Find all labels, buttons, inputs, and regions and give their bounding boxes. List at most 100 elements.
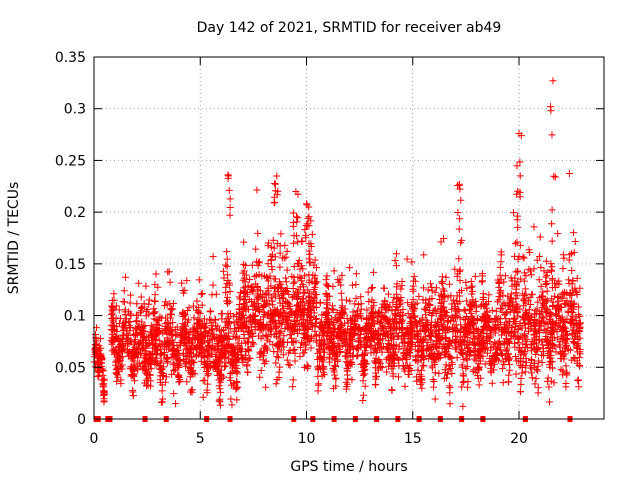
data-point [329, 349, 337, 357]
data-point [454, 328, 462, 336]
data-point [501, 272, 509, 280]
data-point [474, 347, 482, 355]
data-point [374, 326, 382, 334]
data-point [512, 268, 520, 276]
data-point [530, 265, 538, 273]
data-point [275, 368, 283, 376]
data-point [483, 314, 491, 322]
data-point [133, 300, 141, 308]
data-point [129, 347, 137, 355]
data-point [292, 337, 300, 345]
data-point [412, 319, 420, 327]
data-point [434, 332, 442, 340]
data-point [172, 365, 180, 373]
data-point [139, 329, 147, 337]
data-point [452, 332, 460, 340]
data-point [289, 383, 297, 391]
data-point [210, 345, 218, 353]
data-point [388, 386, 396, 394]
data-point [266, 272, 274, 280]
data-point [550, 333, 558, 341]
data-point [514, 267, 522, 275]
data-point [540, 299, 548, 307]
data-point [150, 309, 158, 317]
data-point [384, 330, 392, 338]
data-point [189, 324, 197, 332]
data-point [547, 358, 555, 366]
data-point [363, 306, 371, 314]
data-point [304, 362, 312, 370]
data-point [425, 327, 433, 335]
data-point [440, 351, 448, 359]
data-point [341, 305, 349, 313]
data-point [487, 364, 495, 372]
data-point [257, 334, 265, 342]
data-point [464, 344, 472, 352]
data-point [549, 320, 557, 328]
data-point [475, 381, 483, 389]
data-point [165, 340, 173, 348]
data-point [254, 229, 262, 237]
data-point [505, 350, 513, 358]
data-point [420, 361, 428, 369]
data-point [328, 341, 336, 349]
data-point [186, 353, 194, 361]
data-point [382, 355, 390, 363]
data-point [292, 311, 300, 319]
data-point [565, 170, 573, 178]
data-point [559, 352, 567, 360]
data-point [323, 299, 331, 307]
data-point [229, 352, 237, 360]
data-point [291, 310, 299, 318]
data-point [114, 346, 122, 354]
data-point [380, 284, 388, 292]
data-point [100, 398, 108, 406]
data-point [280, 338, 288, 346]
data-point [267, 243, 275, 251]
data-point [332, 382, 340, 390]
data-point [329, 306, 337, 314]
data-point [330, 319, 338, 327]
data-point [224, 322, 232, 330]
data-point [521, 343, 529, 351]
data-point [294, 301, 302, 309]
data-point [527, 301, 535, 309]
data-point [333, 348, 341, 356]
data-point [347, 322, 355, 330]
data-point [282, 274, 290, 282]
data-point [313, 338, 321, 346]
data-point [417, 342, 425, 350]
data-point [511, 274, 519, 282]
data-point [131, 377, 139, 385]
data-point [549, 298, 557, 306]
data-point [263, 273, 271, 281]
data-point [388, 323, 396, 331]
data-point [428, 294, 436, 302]
data-point [547, 377, 555, 385]
data-point [524, 297, 532, 305]
data-point [223, 262, 231, 270]
data-point [283, 266, 291, 274]
data-point [202, 327, 210, 335]
data-point [376, 336, 384, 344]
data-point [152, 270, 160, 278]
data-point [129, 392, 137, 400]
data-point [379, 312, 387, 320]
data-point [325, 324, 333, 332]
data-point [299, 322, 307, 330]
data-point [159, 395, 167, 403]
data-points [90, 77, 584, 410]
data-point [361, 382, 369, 390]
data-point [246, 318, 254, 326]
data-point [227, 370, 235, 378]
data-point [458, 361, 466, 369]
data-point [499, 365, 507, 373]
data-point [477, 330, 485, 338]
data-point [127, 324, 135, 332]
data-point [491, 340, 499, 348]
data-point [166, 310, 174, 318]
data-point [535, 336, 543, 344]
data-point [243, 338, 251, 346]
data-point [143, 306, 151, 314]
data-point [418, 353, 426, 361]
